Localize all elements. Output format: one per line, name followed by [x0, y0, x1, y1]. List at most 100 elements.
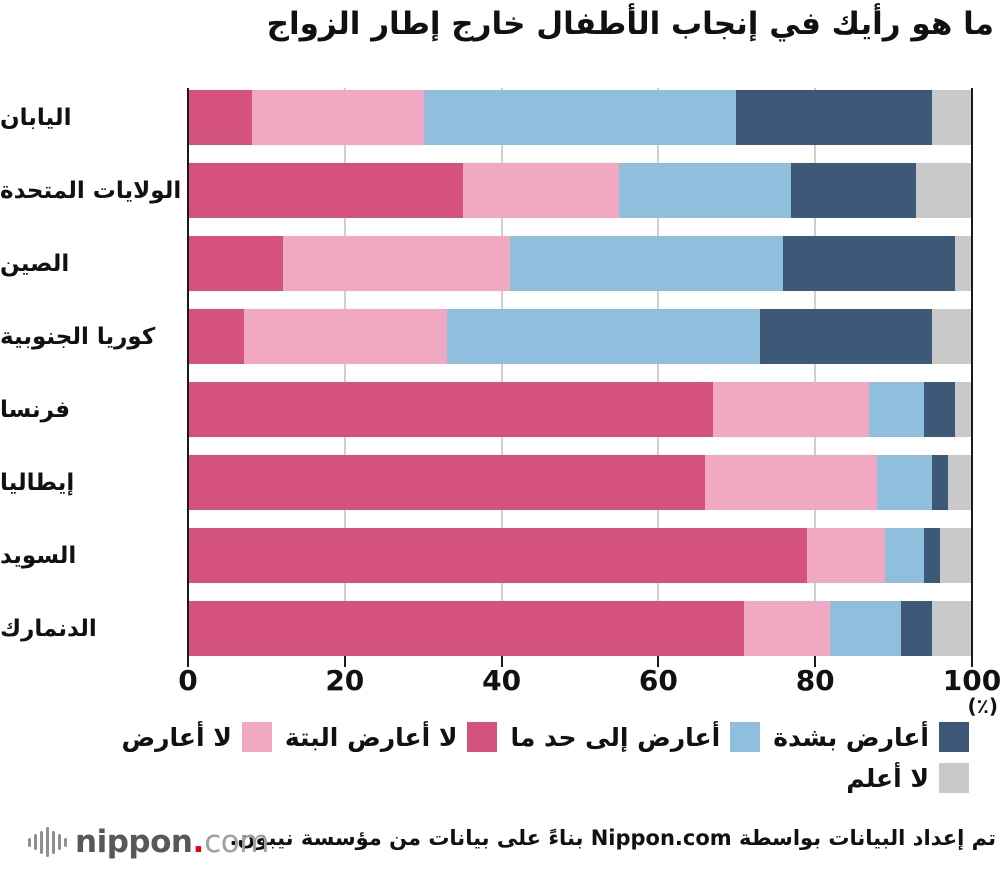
waveform-bar [52, 830, 55, 854]
category-label: إيطاليا [0, 469, 75, 496]
logo-com: com [204, 824, 269, 860]
x-axis-tick [500, 656, 503, 667]
x-axis-tick-label: 40 [482, 664, 522, 697]
legend-label: لا أعارض البتة [284, 722, 458, 752]
waveform-bar [58, 834, 61, 850]
legend-item: أعارض بشدة [773, 722, 969, 752]
bar-segment [189, 455, 706, 510]
legend: أعارض بشدة أعارض إلى حد ما لا أعارض البتة ل… [121, 722, 969, 804]
x-axis-tick-label: 20 [325, 664, 365, 697]
axis-unit-label: (٪) [967, 694, 999, 718]
legend-label: لا أعلم [846, 763, 929, 793]
bar-segment [744, 601, 831, 656]
x-axis-tick [187, 656, 189, 667]
bar-segment [924, 528, 940, 583]
bar-segment [712, 382, 870, 437]
bar-segment [806, 528, 885, 583]
legend-item: لا أعلم [846, 763, 969, 793]
bar-segment [955, 236, 971, 291]
legend-item: أعارض إلى حد ما [510, 722, 761, 752]
bar-segment [791, 163, 917, 218]
x-axis-tick-label: 100 [942, 664, 1000, 697]
bar-segment [939, 528, 971, 583]
bar-segment [509, 236, 784, 291]
bar-segment [931, 90, 971, 145]
bar-segment [736, 90, 932, 145]
legend-swatch [467, 722, 498, 752]
category-label: الدنمارك [0, 615, 97, 642]
legend-row: أعارض بشدة أعارض إلى حد ما لا أعارض البتة ل… [121, 722, 969, 752]
bar-segment [189, 236, 283, 291]
x-axis-tick-label: 0 [178, 664, 198, 697]
legend-label: أعارض بشدة [773, 722, 929, 752]
category-label: السويد [0, 542, 77, 569]
bar-segment [251, 90, 424, 145]
chart-title: ما هو رأيك في إنجاب الأطفال خارج إطار ال… [266, 6, 995, 42]
waveform-bar [28, 837, 31, 847]
waveform-bar [34, 834, 37, 850]
bar-segment [830, 601, 901, 656]
bar-segment [189, 90, 252, 145]
bar-row [189, 236, 971, 291]
waveform-bar [64, 837, 67, 847]
bar-segment [423, 90, 737, 145]
bar-segment [189, 309, 244, 364]
bar-segment [243, 309, 448, 364]
x-axis-tick-label: 60 [638, 664, 678, 697]
bar-segment [783, 236, 956, 291]
legend-row: لا أعلم [121, 763, 969, 793]
bar-row [189, 309, 971, 364]
gridline [500, 88, 503, 656]
bar-segment [619, 163, 792, 218]
bar-row [189, 601, 971, 656]
bar-segment [931, 309, 971, 364]
category-label: الصين [0, 250, 70, 277]
x-axis-tick [971, 656, 973, 667]
bar-segment [955, 382, 971, 437]
logo-dot: . [192, 824, 205, 860]
bar-row [189, 528, 971, 583]
bar-segment [931, 455, 948, 510]
bar-segment [884, 528, 925, 583]
waveform-bar [40, 830, 43, 854]
legend-item: لا أعارض [121, 722, 272, 752]
bar-segment [924, 382, 956, 437]
bar-segment [947, 455, 971, 510]
waveform-bar [46, 827, 49, 857]
bar-row [189, 90, 971, 145]
bar-row [189, 163, 971, 218]
bar-segment [705, 455, 878, 510]
gridline [813, 88, 816, 656]
bar-segment [282, 236, 510, 291]
bar-segment [916, 163, 971, 218]
legend-swatch [939, 722, 969, 752]
footer-credit: تم إعداد البيانات بواسطة Nippon.com بناء… [229, 826, 996, 850]
bar-segment [869, 382, 925, 437]
bar-segment [189, 163, 463, 218]
bar-segment [900, 601, 932, 656]
legend-label: لا أعارض [121, 722, 232, 752]
bar-segment [931, 601, 971, 656]
legend-swatch [939, 763, 969, 793]
logo-nippon: nippon [75, 824, 193, 860]
category-label: اليابان [0, 104, 72, 131]
x-axis-tick [814, 656, 817, 667]
legend-label: أعارض إلى حد ما [510, 722, 721, 752]
nippon-logo: nippon.com [28, 820, 269, 864]
legend-swatch [241, 722, 272, 752]
bar-segment [447, 309, 760, 364]
plot-area [187, 88, 973, 656]
bar-row [189, 455, 971, 510]
bar-segment [189, 601, 745, 656]
category-label: الولايات المتحدة [0, 177, 182, 204]
gridline [344, 88, 347, 656]
category-label: كوريا الجنوبية [0, 323, 156, 350]
bar-row [189, 382, 971, 437]
legend-item: لا أعارض البتة [285, 722, 498, 752]
logo-text: nippon.com [75, 824, 269, 860]
waveform-icon [28, 825, 67, 859]
legend-swatch [730, 722, 761, 752]
gridline [657, 88, 660, 656]
category-label: فرنسا [0, 396, 71, 423]
